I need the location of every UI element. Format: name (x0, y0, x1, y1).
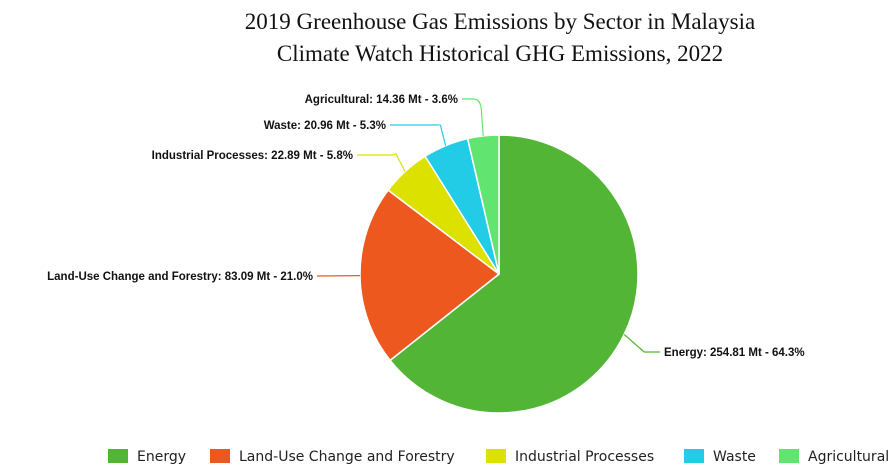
legend-item-agricultural[interactable]: Agricultural (779, 449, 889, 465)
legend-swatch-land-use-change-and-forestry (210, 449, 230, 463)
leader-lines (316, 98, 660, 353)
leader-line-waste (390, 124, 447, 146)
legend-label-land-use-change-and-forestry: Land-Use Change and Forestry (239, 449, 455, 465)
slice-land-use-change-and-forestry[interactable] (359, 189, 500, 362)
leader-line-agricultural (462, 98, 484, 136)
chart-title: 2019 Greenhouse Gas Emissions by Sector … (245, 9, 755, 34)
slice-energy[interactable] (389, 134, 639, 414)
legend-item-waste[interactable]: Waste (684, 449, 756, 465)
legend-label-energy: Energy (137, 449, 186, 465)
pie-slices (359, 134, 639, 414)
legend-item-industrial-processes[interactable]: Industrial Processes (486, 449, 654, 465)
data-label-energy: Energy: 254.81 Mt - 64.3% (664, 347, 805, 359)
chart-subtitle: Climate Watch Historical GHG Emissions, … (277, 41, 723, 66)
legend-label-agricultural: Agricultural (808, 449, 889, 465)
legend: Energy Land-Use Change and Forestry Indust… (108, 449, 889, 465)
leader-line-industrial-processes (357, 152, 406, 172)
legend-label-industrial-processes: Industrial Processes (515, 449, 654, 465)
leader-line-energy (623, 334, 660, 353)
data-label-industrial-processes: Industrial Processes: 22.89 Mt - 5.8% (152, 150, 353, 162)
legend-swatch-agricultural (779, 449, 799, 463)
legend-item-land-use-change-and-forestry[interactable]: Land-Use Change and Forestry (210, 449, 455, 465)
slice-agricultural[interactable] (466, 134, 500, 275)
data-label-waste: Waste: 20.96 Mt - 5.3% (264, 120, 386, 132)
legend-swatch-energy (108, 449, 128, 463)
data-label-agricultural: Agricultural: 14.36 Mt - 3.6% (305, 94, 458, 106)
data-labels: Energy: 254.81 Mt - 64.3% Land-Use Change… (47, 94, 804, 359)
legend-swatch-waste (684, 449, 704, 463)
data-label-land-use-change-and-forestry: Land-Use Change and Forestry: 83.09 Mt -… (47, 271, 313, 283)
legend-label-waste: Waste (713, 449, 756, 465)
legend-item-energy[interactable]: Energy (108, 449, 186, 465)
legend-swatch-industrial-processes (486, 449, 506, 463)
